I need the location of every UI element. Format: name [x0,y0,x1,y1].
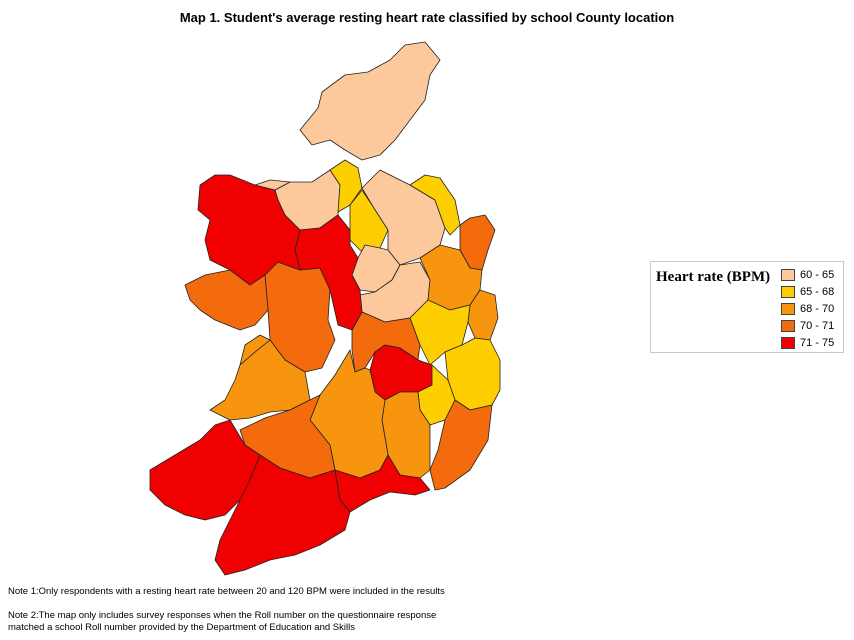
county-donegal [299,41,441,161]
legend: Heart rate (BPM) 60 - 65 65 - 68 68 - 70… [650,261,844,353]
county-clare [209,339,311,421]
legend-swatch [781,336,795,349]
county-galway-west [184,269,269,331]
footnote-2: Note 2:The map only includes survey resp… [8,610,437,633]
legend-label: 68 - 70 [800,302,835,315]
map-title: Map 1. Student's average resting heart r… [179,10,675,25]
county-galway-south [239,334,271,366]
legend-item: 70 - 71 [781,318,834,333]
legend-swatch [781,302,795,315]
footnote-1: Note 1:Only respondents with a resting h… [8,586,445,597]
legend-label: 71 - 75 [800,336,835,349]
legend-title: Heart rate (BPM) [656,269,771,285]
legend-item: 65 - 68 [781,284,834,299]
county-cavan-north [349,189,389,253]
ireland-county-map [149,41,501,576]
county-wexford [429,399,493,491]
legend-label: 65 - 68 [800,285,835,298]
county-dublin [467,289,499,341]
legend-swatch [781,319,795,332]
legend-label: 70 - 71 [800,319,835,332]
legend-swatch [781,285,795,298]
county-cork [214,454,351,576]
legend-label: 60 - 65 [800,268,835,281]
legend-item: 60 - 65 [781,267,834,282]
legend-swatch [781,268,795,281]
legend-item: 68 - 70 [781,301,834,316]
county-north-roscommon [294,214,363,331]
county-kildare [409,299,471,366]
legend-item: 71 - 75 [781,335,834,350]
county-leitrim [329,159,363,213]
county-sligo [254,179,291,191]
